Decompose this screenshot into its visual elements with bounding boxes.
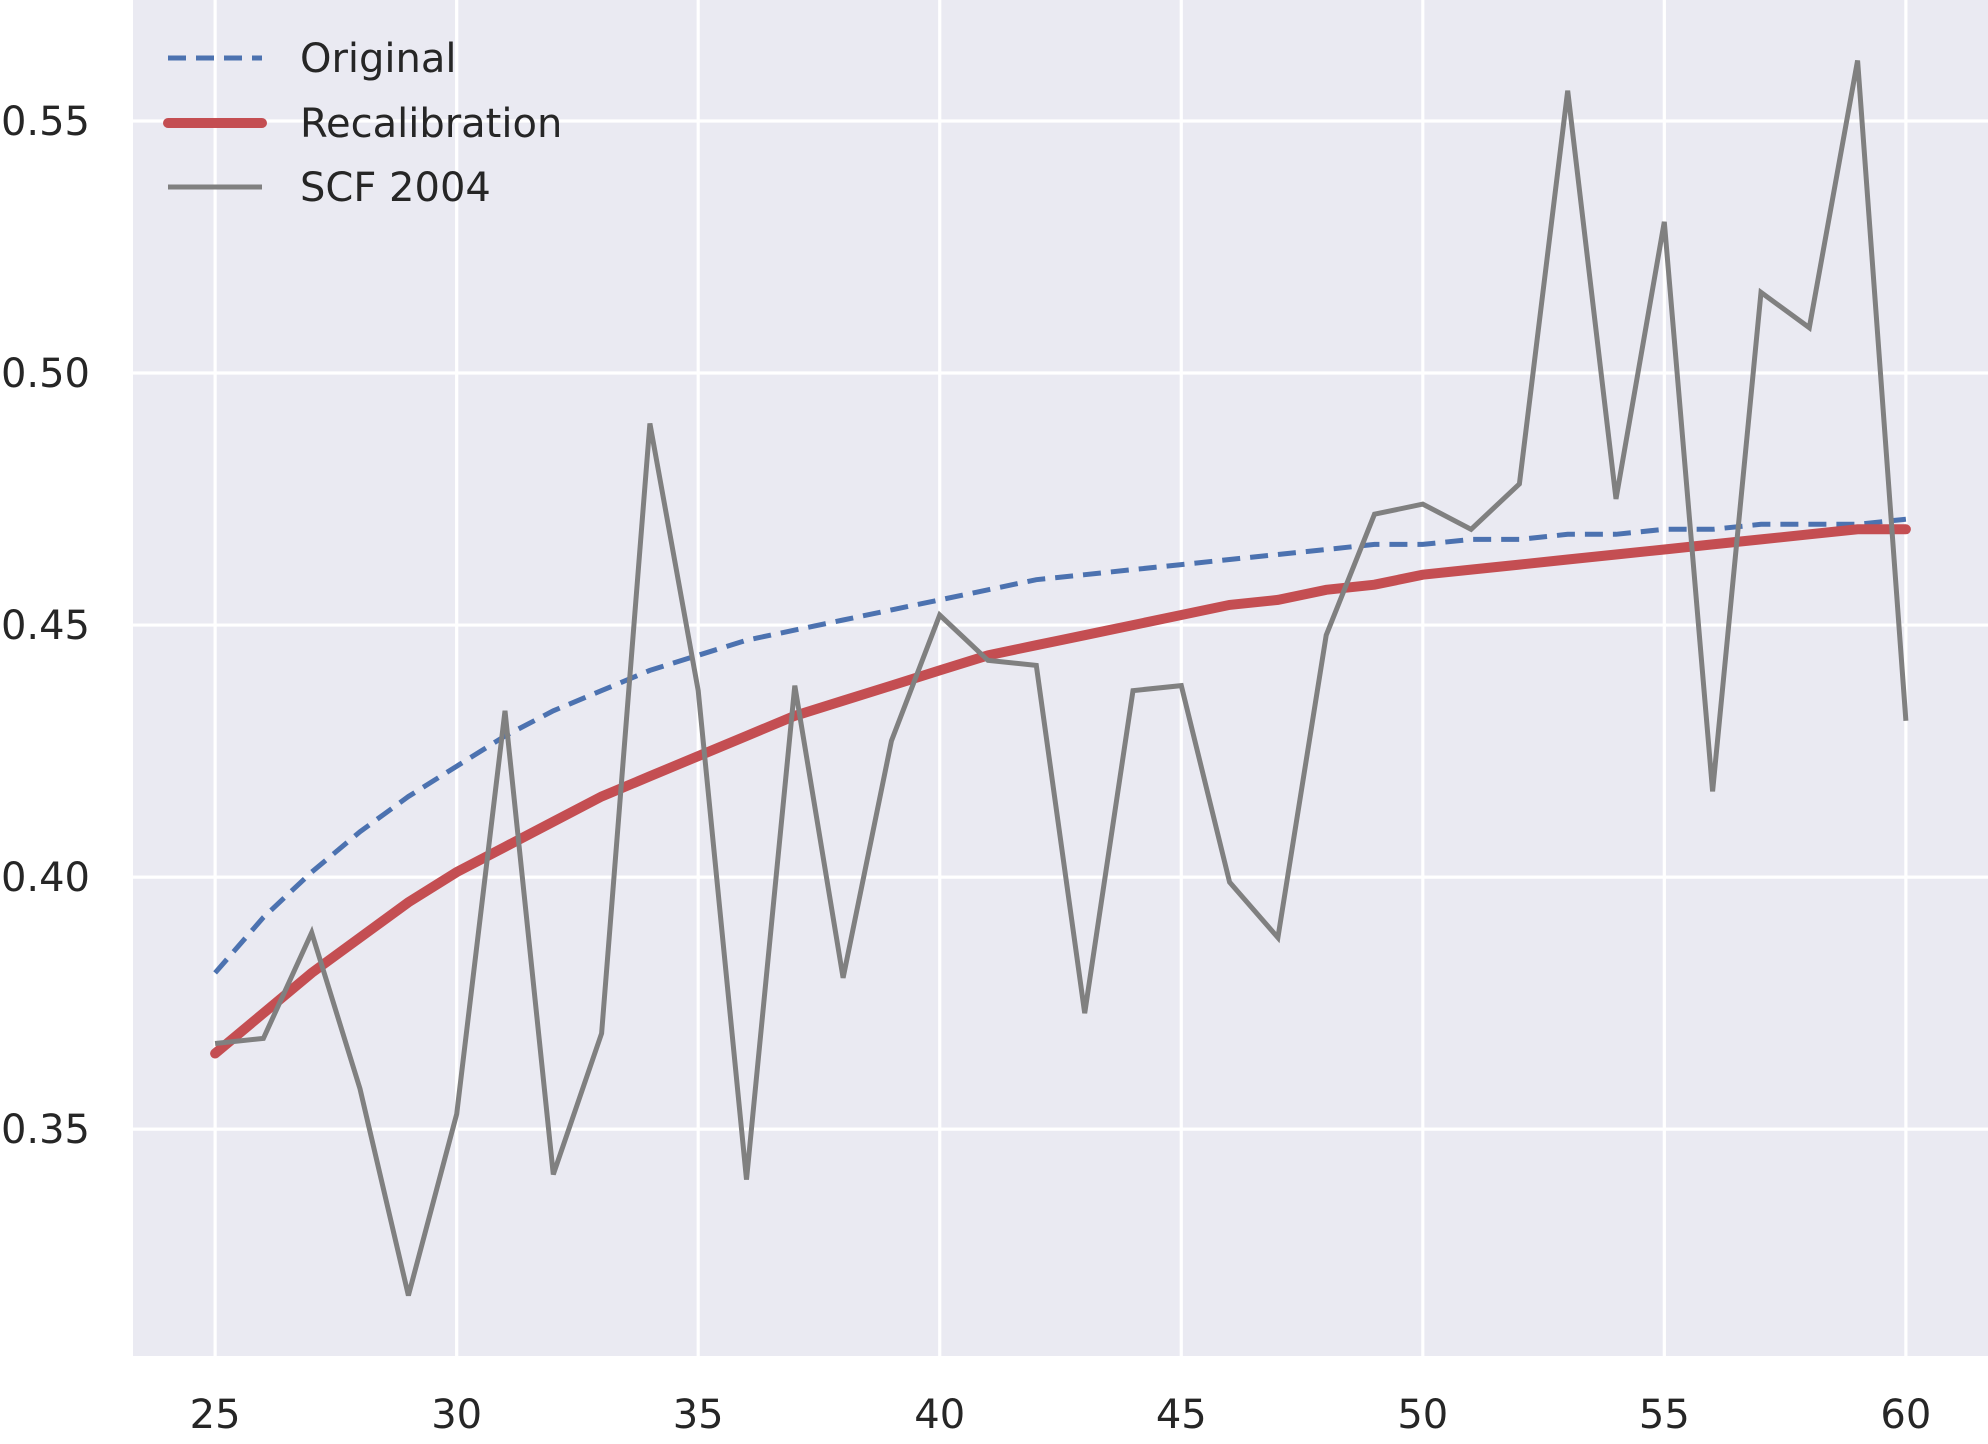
x-tick-label: 55 xyxy=(1639,1392,1690,1438)
x-tick-label: 50 xyxy=(1397,1392,1448,1438)
y-tick-label: 0.35 xyxy=(1,1107,90,1153)
y-tick-label: 0.40 xyxy=(1,855,90,901)
x-tick-label: 60 xyxy=(1880,1392,1931,1438)
x-tick-label: 40 xyxy=(914,1392,965,1438)
y-tick-label: 0.45 xyxy=(1,603,90,649)
x-axis-tick-labels: 25 30 35 40 45 50 55 60 xyxy=(190,1392,1932,1438)
x-tick-label: 25 xyxy=(190,1392,241,1438)
x-tick-label: 35 xyxy=(673,1392,724,1438)
legend-label-scf-2004: SCF 2004 xyxy=(300,165,491,211)
y-tick-label: 0.50 xyxy=(1,351,90,397)
legend-label-recalibration: Recalibration xyxy=(300,101,562,147)
x-tick-label: 45 xyxy=(1156,1392,1207,1438)
y-tick-label: 0.55 xyxy=(1,99,90,145)
legend-label-original: Original xyxy=(300,36,457,82)
x-tick-label: 30 xyxy=(431,1392,482,1438)
y-axis-tick-labels: 0.35 0.40 0.45 0.50 0.55 xyxy=(1,99,90,1153)
